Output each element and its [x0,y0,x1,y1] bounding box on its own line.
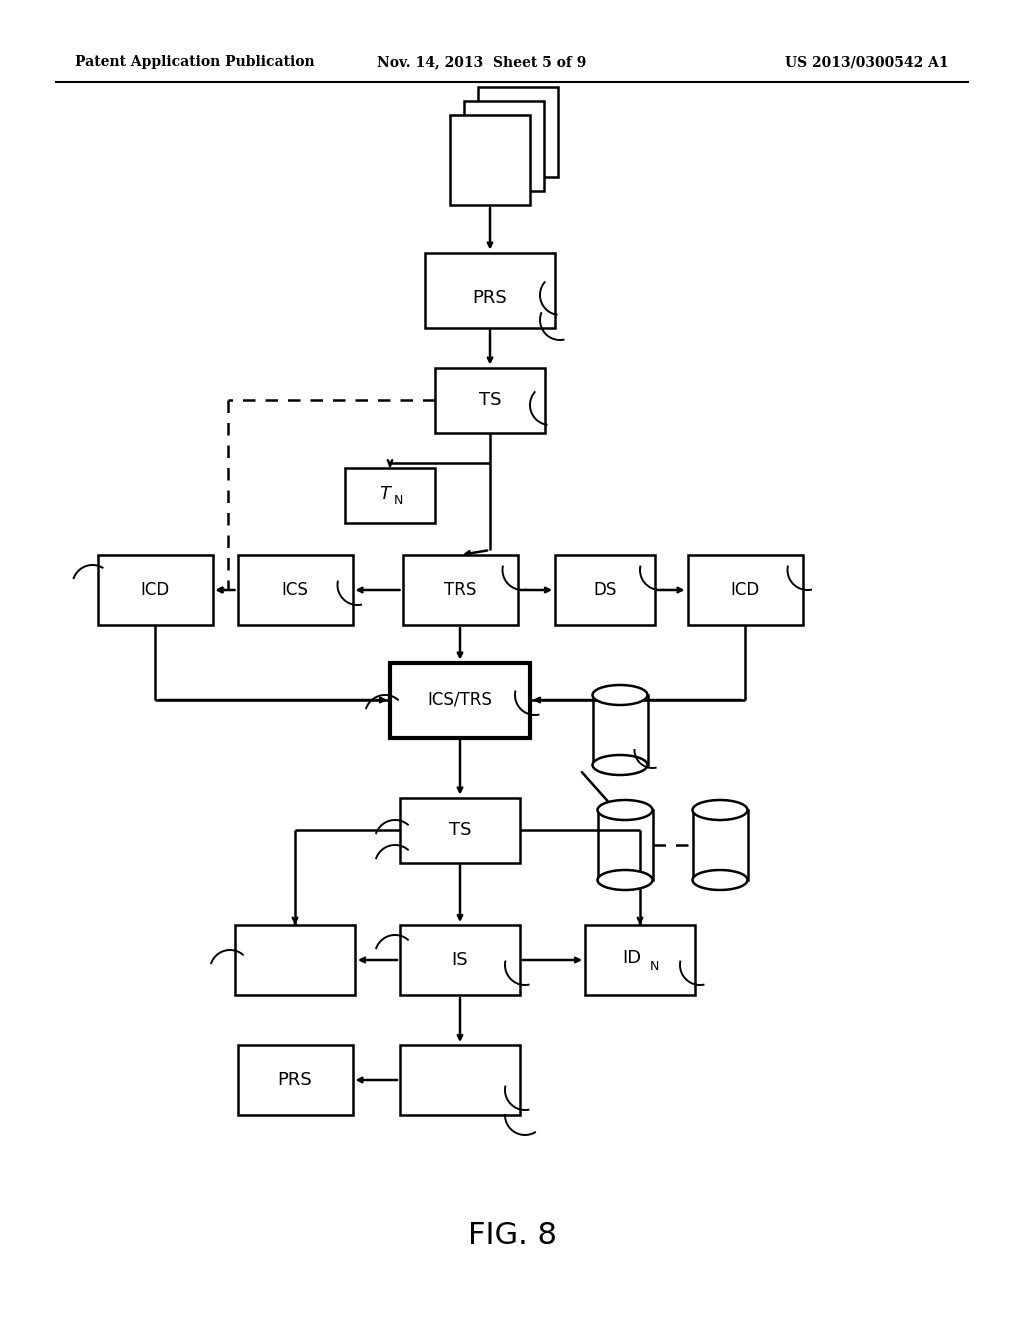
Text: PRS: PRS [473,289,507,308]
Bar [400,797,520,862]
Ellipse shape [593,755,647,775]
Bar [345,467,435,523]
Text: ICD: ICD [730,581,760,599]
Ellipse shape [593,685,647,705]
Bar [478,87,558,177]
Bar [238,554,352,624]
Text: DS: DS [593,581,616,599]
Text: N: N [393,494,402,507]
Bar [234,925,355,995]
Text: IS: IS [452,950,468,969]
Bar [435,367,545,433]
Text: Nov. 14, 2013  Sheet 5 of 9: Nov. 14, 2013 Sheet 5 of 9 [377,55,587,69]
Bar [450,115,530,205]
Bar [585,925,695,995]
Bar [400,925,520,995]
Ellipse shape [597,800,652,820]
Ellipse shape [597,870,652,890]
Text: TS: TS [479,391,502,409]
Bar [687,554,803,624]
Text: ICS: ICS [282,581,308,599]
Text: TRS: TRS [443,581,476,599]
Bar [238,1045,352,1115]
Ellipse shape [692,870,748,890]
Text: FIG. 8: FIG. 8 [468,1221,556,1250]
Bar [464,102,544,191]
Text: N: N [649,960,658,973]
Bar [390,663,530,738]
Text: T: T [380,484,390,503]
Bar [555,554,655,624]
Bar [97,554,213,624]
Text: US 2013/0300542 A1: US 2013/0300542 A1 [785,55,949,69]
Text: ICD: ICD [140,581,170,599]
Bar [400,1045,520,1115]
Text: PRS: PRS [278,1071,312,1089]
Text: ICS/TRS: ICS/TRS [428,690,493,709]
Text: TS: TS [449,821,471,840]
Bar [402,554,517,624]
Ellipse shape [692,800,748,820]
Bar [425,252,555,327]
Text: ID: ID [623,949,642,968]
Text: Patent Application Publication: Patent Application Publication [75,55,314,69]
